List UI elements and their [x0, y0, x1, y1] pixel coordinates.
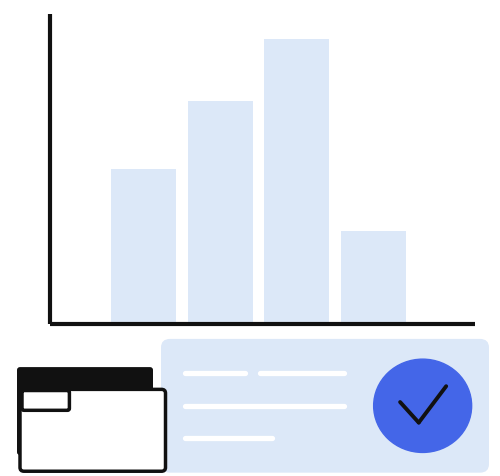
Bar	[111, 169, 176, 324]
FancyBboxPatch shape	[20, 389, 166, 471]
FancyBboxPatch shape	[17, 367, 153, 455]
FancyBboxPatch shape	[161, 339, 489, 473]
Bar	[340, 231, 406, 324]
Circle shape	[374, 359, 472, 452]
Bar	[264, 39, 329, 324]
FancyBboxPatch shape	[22, 390, 70, 410]
Bar	[188, 101, 252, 324]
FancyBboxPatch shape	[18, 373, 68, 396]
